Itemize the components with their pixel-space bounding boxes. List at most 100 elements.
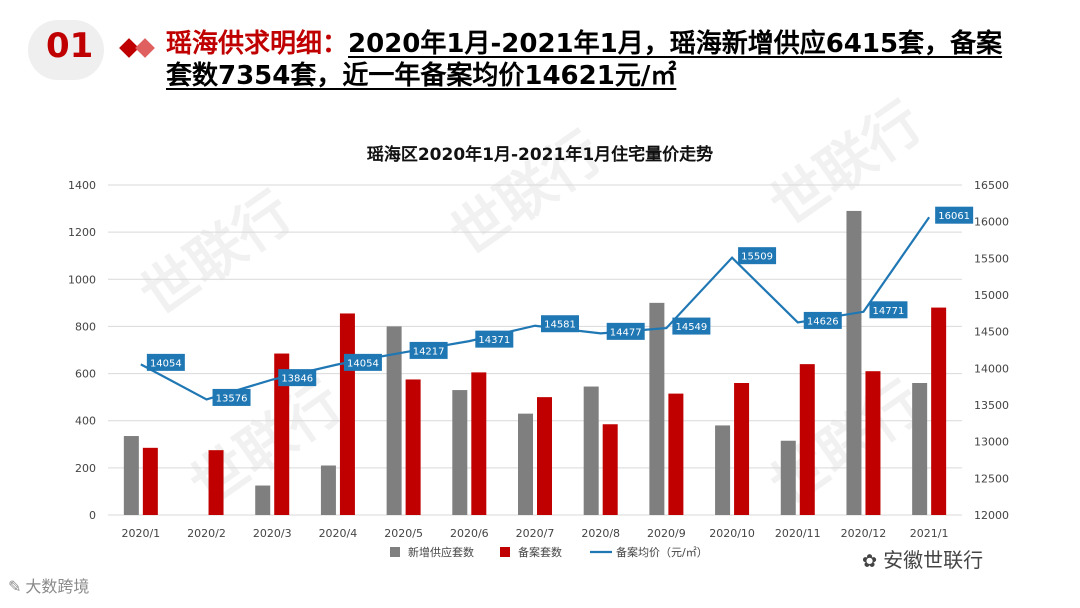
price-data-label: 14549 (675, 322, 707, 333)
price-label-box (869, 301, 908, 319)
price-data-label: 14217 (413, 346, 445, 357)
bar-filing (405, 379, 421, 515)
price-label-box (803, 311, 842, 329)
bar-supply (583, 386, 599, 515)
price-label-box (475, 330, 514, 348)
bar-supply (123, 436, 139, 515)
chart-title: 瑶海区2020年1月-2021年1月住宅量价走势 (367, 144, 713, 165)
x-tick-label: 2020/4 (319, 527, 358, 540)
bar-filing (799, 364, 815, 515)
y-left-tick-label: 1200 (68, 226, 96, 239)
price-label-box (343, 353, 382, 371)
price-data-label: 14477 (610, 327, 642, 338)
bar-supply (452, 390, 468, 515)
wechat-icon: ✿ (862, 551, 878, 572)
price-data-label: 13576 (216, 393, 248, 404)
footer-right-text: 安徽世联行 (883, 548, 984, 572)
x-tick-label: 2020/8 (581, 527, 620, 540)
slide-number-background (28, 20, 104, 80)
bar-filing (931, 307, 947, 515)
y-left-tick-label: 0 (89, 509, 96, 522)
bar-supply (386, 326, 402, 515)
bar-supply (649, 302, 665, 515)
bar-filing (142, 447, 158, 515)
bar-supply (846, 210, 862, 515)
price-data-label: 14054 (347, 358, 379, 369)
x-tick-label: 2020/5 (384, 527, 423, 540)
y-right-tick-label: 16000 (974, 216, 1009, 229)
y-right-tick-label: 15000 (974, 289, 1009, 302)
bar-filing (734, 383, 750, 515)
y-left-tick-label: 200 (75, 462, 96, 475)
price-data-label: 14771 (873, 306, 905, 317)
y-right-tick-label: 16500 (974, 179, 1009, 192)
y-right-tick-label: 14000 (974, 362, 1009, 375)
price-label-box (541, 315, 579, 333)
y-right-tick-label: 13500 (974, 399, 1009, 412)
x-tick-label: 2021/1 (910, 527, 949, 540)
price-label-box (212, 388, 251, 406)
x-tick-label: 2020/6 (450, 527, 489, 540)
price-label-box (606, 322, 645, 340)
price-data-label: 15509 (741, 252, 773, 263)
heading-label: 瑶海供求明细： (166, 29, 349, 59)
x-tick-label: 2020/10 (709, 527, 755, 540)
bar-filing (668, 393, 684, 515)
bar-supply (715, 425, 731, 515)
price-label-box (146, 353, 185, 371)
price-line (140, 216, 931, 401)
bar-filing (339, 313, 355, 515)
x-tick-label: 2020/3 (253, 527, 292, 540)
x-tick-label: 2020/12 (841, 527, 887, 540)
price-data-label: 14054 (150, 358, 182, 369)
x-tick-label: 2020/2 (187, 527, 226, 540)
x-tick-label: 2020/1 (121, 527, 160, 540)
price-data-label: 14626 (807, 316, 839, 327)
y-right-tick-label: 14500 (974, 326, 1009, 339)
bar-supply (255, 485, 271, 515)
price-data-label: 16061 (938, 211, 970, 222)
y-left-tick-label: 1000 (68, 273, 96, 286)
slide-heading: 瑶海供求明细：2020年1月-2021年1月，瑶海新增供应6415套，备案 套数… (166, 28, 1026, 92)
legend-label: 备案套数 (518, 545, 562, 559)
bar-supply (780, 440, 796, 515)
price-label-box (738, 247, 777, 265)
chart-area: 瑶海区2020年1月-2021年1月住宅量价走势 0 200 400 600 800 100… (0, 130, 1080, 580)
x-tick-label: 2020/9 (647, 527, 686, 540)
slide-number: 01 (46, 26, 94, 66)
price-data-label: 14371 (478, 335, 510, 346)
bar-filing (471, 372, 487, 515)
price-label-box (672, 317, 711, 335)
heading-line-2: 套数7354套，近一年备案均价14621元/㎡ (166, 61, 677, 91)
bar-filing (865, 371, 881, 515)
price-data-label: 13846 (281, 374, 313, 385)
y-right-tick-label: 13000 (974, 436, 1009, 449)
bar-filing (602, 424, 618, 515)
x-tick-label: 2020/11 (775, 527, 821, 540)
slide-number-badge: 01 (28, 20, 148, 80)
bar-filing (208, 450, 224, 515)
bar-supply (912, 383, 928, 515)
diamond-bullet-icon (118, 38, 166, 58)
y-left-tick-label: 400 (75, 415, 96, 428)
price-label-box (409, 341, 448, 359)
legend-swatch (390, 547, 400, 557)
y-left-tick-label: 600 (75, 368, 96, 381)
legend-label: 新增供应套数 (408, 545, 474, 559)
heading-line-1: 2020年1月-2021年1月，瑶海新增供应6415套，备案 (348, 29, 1003, 59)
y-right-tick-label: 12500 (974, 472, 1009, 485)
price-label-box (935, 206, 974, 224)
y-right-tick-label: 12000 (974, 509, 1009, 522)
price-data-label: 14581 (544, 320, 576, 331)
y-left-tick-label: 800 (75, 320, 96, 333)
price-label-box (278, 369, 317, 387)
y-right-tick-label: 15500 (974, 252, 1009, 265)
bar-supply (320, 465, 336, 515)
logo-icon: ✎ (8, 577, 22, 596)
bar-filing (537, 397, 552, 515)
legend-label: 备案均价（元/㎡） (616, 545, 708, 559)
footer-brand: ✿ 安徽世联行 (862, 544, 983, 573)
footer-left-text: 大数跨境 (25, 577, 90, 596)
bar-filing (274, 353, 290, 515)
legend-swatch (500, 547, 510, 557)
